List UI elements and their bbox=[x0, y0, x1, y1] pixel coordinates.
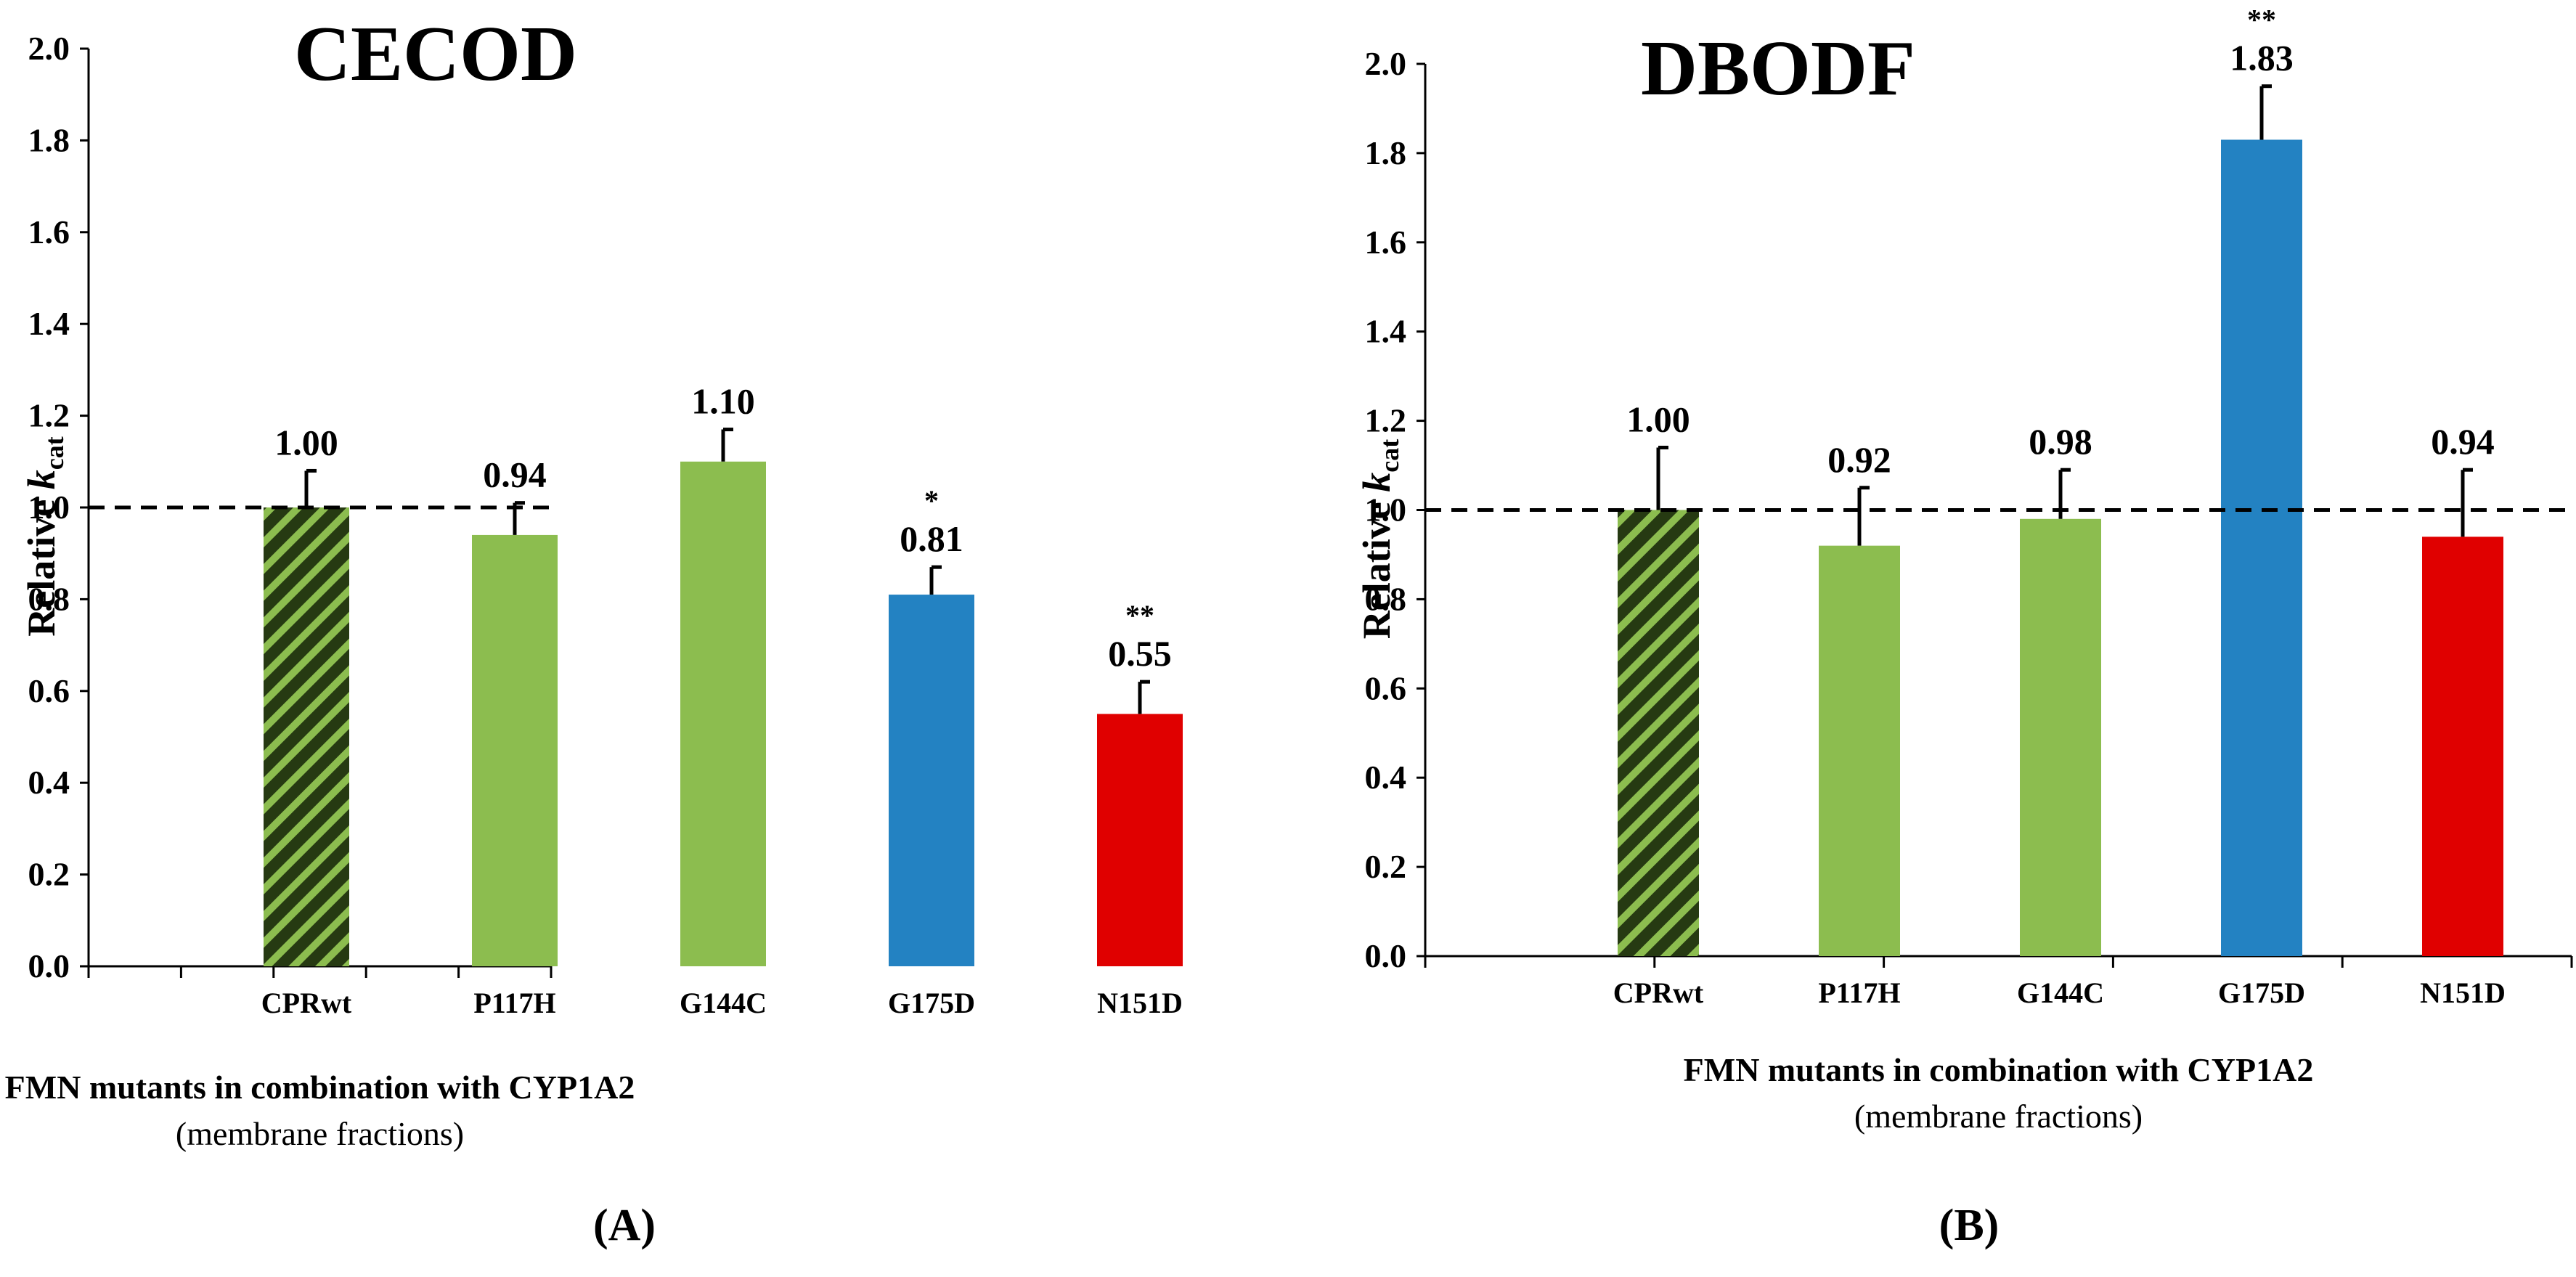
y-tick-label: 1.6 bbox=[1365, 224, 1407, 261]
chart-title: CECOD bbox=[294, 11, 577, 97]
chart-b: 0.0 0.2 0.4 0.6 0.8 1.0 1.2 1.4 1.6 1.8 2.0 1.00 CPR… bbox=[1355, 4, 2573, 1250]
x-axis-sublabel: (membrane fractions) bbox=[176, 1115, 464, 1152]
y-tick-label: 1.8 bbox=[28, 121, 70, 158]
bar bbox=[680, 461, 766, 966]
y-tick-label: 0.2 bbox=[28, 856, 70, 893]
y-tick-label: 1.2 bbox=[28, 397, 70, 434]
data-label: 0.94 bbox=[483, 454, 547, 495]
y-tick-label: 0.0 bbox=[1365, 937, 1407, 974]
significance-marker: ** bbox=[1125, 599, 1154, 632]
x-tick-label: CPRwt bbox=[1613, 976, 1704, 1009]
y-tick-label: 0.6 bbox=[28, 672, 70, 709]
y-axis-label-sub: cat bbox=[1375, 439, 1404, 473]
bar bbox=[889, 595, 974, 966]
significance-marker: * bbox=[924, 484, 939, 517]
x-tick-label: N151D bbox=[2420, 976, 2506, 1009]
y-tick-label: 1.4 bbox=[1365, 313, 1407, 350]
y-axis-label: Relative kcat bbox=[20, 436, 69, 636]
y-tick-label: 1.4 bbox=[28, 305, 70, 342]
significance-marker: ** bbox=[2247, 4, 2276, 36]
y-tick-label: 0.4 bbox=[28, 764, 70, 801]
panel-label: (A) bbox=[593, 1201, 656, 1250]
y-axis-label-main: Relative bbox=[20, 489, 63, 636]
chart-a: 0.0 0.2 0.4 0.6 0.8 1.0 1.2 1.4 1.6 1.8 2.0 1.00 CPR… bbox=[5, 11, 1183, 1250]
data-label: 0.92 bbox=[1827, 439, 1891, 480]
data-label: 1.10 bbox=[691, 381, 755, 422]
bar bbox=[2020, 518, 2101, 956]
y-axis-label-sub: cat bbox=[40, 436, 69, 470]
x-tick-label: G144C bbox=[680, 987, 767, 1019]
bar bbox=[1618, 510, 1699, 956]
y-axis-label-k: k bbox=[1355, 473, 1398, 492]
y-axis-label-k: k bbox=[20, 470, 63, 489]
data-label: 1.00 bbox=[274, 422, 338, 462]
y-tick-label: 2.0 bbox=[1365, 45, 1407, 82]
y-tick-label: 0.4 bbox=[1365, 759, 1407, 796]
y-tick-label: 0.8 bbox=[28, 580, 70, 617]
x-tick-label: G144C bbox=[2017, 976, 2104, 1009]
x-axis-sublabel: (membrane fractions) bbox=[1854, 1098, 2143, 1135]
bar bbox=[1819, 545, 1900, 956]
x-tick-label: G175D bbox=[888, 987, 975, 1019]
y-tick-label: 1.0 bbox=[28, 489, 70, 526]
y-axis-label: Relative kcat bbox=[1355, 439, 1404, 639]
bar bbox=[1097, 714, 1183, 966]
y-tick-label: 0.8 bbox=[1365, 580, 1407, 617]
data-label: 1.00 bbox=[1626, 399, 1690, 439]
data-label: 0.55 bbox=[1108, 633, 1172, 674]
x-axis-label: FMN mutants in combination with CYP1A2 bbox=[1684, 1051, 2314, 1088]
x-tick-label: N151D bbox=[1097, 987, 1183, 1019]
y-tick-label: 1.2 bbox=[1365, 402, 1407, 439]
y-tick-label: 1.8 bbox=[1365, 134, 1407, 171]
panel-label: (B) bbox=[1939, 1201, 2000, 1250]
data-label: 0.98 bbox=[2029, 421, 2092, 462]
y-tick-label: 0.2 bbox=[1365, 848, 1407, 885]
x-tick-label: CPRwt bbox=[261, 987, 352, 1019]
bar bbox=[264, 507, 349, 966]
bar bbox=[472, 534, 558, 966]
data-label: 0.81 bbox=[900, 518, 963, 559]
x-axis-label: FMN mutants in combination with CYP1A2 bbox=[5, 1069, 635, 1106]
y-tick-label: 1.6 bbox=[28, 213, 70, 250]
bar bbox=[2221, 139, 2302, 957]
chart-title: DBODF bbox=[1641, 25, 1915, 112]
y-axis-label-main: Relative bbox=[1355, 492, 1398, 639]
y-tick-label: 0.0 bbox=[28, 947, 70, 984]
data-label: 0.94 bbox=[2431, 421, 2495, 462]
y-tick-label: 2.0 bbox=[28, 30, 70, 67]
y-tick-label: 1.0 bbox=[1365, 491, 1407, 529]
x-tick-label: P117H bbox=[1818, 976, 1900, 1009]
data-label: 1.83 bbox=[2230, 38, 2294, 78]
bar bbox=[2422, 536, 2503, 956]
y-tick-label: 0.6 bbox=[1365, 669, 1407, 706]
x-tick-label: G175D bbox=[2218, 976, 2305, 1009]
x-tick-label: P117H bbox=[473, 987, 555, 1019]
